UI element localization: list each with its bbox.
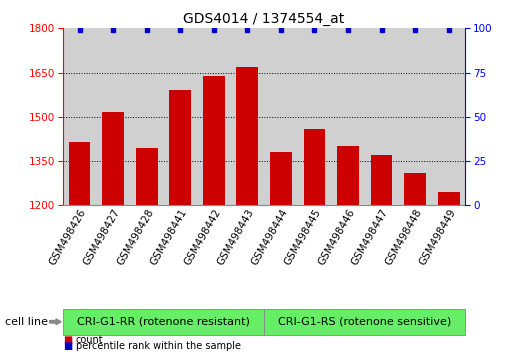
Bar xyxy=(404,173,426,205)
Bar xyxy=(298,28,331,205)
Bar xyxy=(197,28,231,205)
Bar xyxy=(69,142,90,205)
Text: ■: ■ xyxy=(63,335,72,345)
Text: cell line: cell line xyxy=(5,317,48,327)
Bar xyxy=(96,28,130,205)
Bar xyxy=(236,67,258,205)
Bar xyxy=(432,28,465,205)
Bar xyxy=(371,155,392,205)
Bar xyxy=(365,28,399,205)
Bar xyxy=(63,28,96,205)
Text: count: count xyxy=(76,335,104,345)
Bar xyxy=(337,146,359,205)
Bar xyxy=(203,75,225,205)
Bar xyxy=(136,148,157,205)
Bar xyxy=(130,28,163,205)
Text: ■: ■ xyxy=(63,341,72,351)
Bar xyxy=(270,152,292,205)
Bar xyxy=(231,28,264,205)
Text: percentile rank within the sample: percentile rank within the sample xyxy=(76,341,241,351)
Bar xyxy=(303,129,325,205)
Text: CRI-G1-RR (rotenone resistant): CRI-G1-RR (rotenone resistant) xyxy=(77,317,250,327)
Bar xyxy=(169,90,191,205)
Bar xyxy=(163,28,197,205)
Bar xyxy=(331,28,365,205)
Title: GDS4014 / 1374554_at: GDS4014 / 1374554_at xyxy=(184,12,345,26)
Text: CRI-G1-RS (rotenone sensitive): CRI-G1-RS (rotenone sensitive) xyxy=(278,317,451,327)
Bar xyxy=(399,28,432,205)
Bar xyxy=(438,192,460,205)
Bar xyxy=(102,113,124,205)
Bar xyxy=(264,28,298,205)
